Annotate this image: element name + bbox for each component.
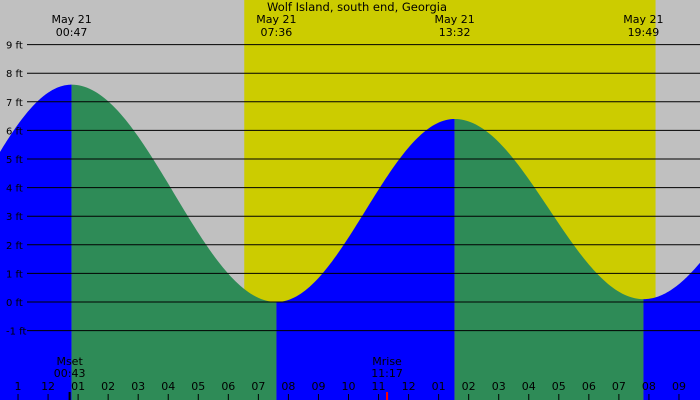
moon-event-label: Mrise [372, 355, 402, 368]
extreme-date-label: May 21 [51, 13, 91, 26]
y-axis-labels: 9 ft 8 ft 7 ft 6 ft 5 ft 4 ft 3 ft 2 ft 1 ft 0 ft… [6, 41, 26, 338]
x-tick-label: 06 [221, 380, 235, 393]
tide-rising-segment-2 [276, 118, 455, 400]
x-tick-label: 12 [41, 380, 55, 393]
y-tick-label: 0 ft [6, 298, 23, 309]
extreme-date-label: May 21 [256, 13, 296, 26]
y-tick-label: 9 ft [6, 41, 23, 52]
x-tick-label: 1 [15, 380, 22, 393]
y-tick-label: 4 ft [6, 184, 23, 195]
y-tick-label: 5 ft [6, 155, 23, 166]
y-tick-label: 6 ft [6, 126, 23, 137]
x-tick-label: 12 [402, 380, 416, 393]
x-tick-label: 10 [341, 380, 355, 393]
extreme-time-label: 13:32 [439, 26, 471, 39]
x-tick-label: 09 [672, 380, 686, 393]
x-tick-label: 06 [582, 380, 596, 393]
x-tick-label: 04 [161, 380, 175, 393]
tide-falling-segment-3 [454, 118, 644, 400]
x-tick-label: 03 [131, 380, 145, 393]
gridlines [27, 44, 700, 332]
x-tick-label: 11 [372, 380, 386, 393]
extreme-time-label: 19:49 [628, 26, 660, 39]
extreme-date-label: May 21 [435, 13, 475, 26]
moon-event-marker [386, 392, 389, 400]
tide-rising-segment-4 [643, 262, 700, 400]
moon-event-label: Mset [56, 355, 83, 368]
x-tick-label: 09 [311, 380, 325, 393]
x-tick-label: 04 [522, 380, 536, 393]
x-tick-label: 07 [612, 380, 626, 393]
moon-event-time: 00:43 [54, 367, 86, 380]
y-tick-label: 2 ft [6, 241, 23, 252]
tide-falling-segment-1 [71, 84, 277, 400]
extreme-time-label: 07:36 [261, 26, 293, 39]
x-tick-label: 02 [101, 380, 115, 393]
chart-title: Wolf Island, south end, Georgia [267, 0, 447, 14]
x-tick-label: 03 [492, 380, 506, 393]
x-tick-label: 02 [462, 380, 476, 393]
tide-rising-segment-0 [0, 84, 72, 400]
x-tick-label: 08 [642, 380, 656, 393]
moon-event-marker [68, 392, 71, 400]
extreme-time-label: 00:47 [56, 26, 88, 39]
tide-fill-layer [0, 84, 700, 400]
x-tick-label: 05 [191, 380, 205, 393]
y-tick-label: -1 ft [6, 327, 26, 338]
x-tick-label: 01 [71, 380, 85, 393]
x-tick-label: 08 [281, 380, 295, 393]
x-tick-label: 05 [552, 380, 566, 393]
y-tick-label: 3 ft [6, 212, 23, 223]
moon-event-time: 11:17 [371, 367, 403, 380]
y-tick-label: 7 ft [6, 98, 23, 109]
extreme-date-label: May 21 [623, 13, 663, 26]
x-tick-label: 01 [432, 380, 446, 393]
x-axis-labels: 1 12 01 02 03 04 05 06 07 08 09 10 11 12 01 02 03 04 05 06 0… [15, 380, 686, 400]
y-tick-label: 8 ft [6, 69, 23, 80]
y-tick-label: 1 ft [6, 269, 23, 280]
x-tick-label: 07 [251, 380, 265, 393]
